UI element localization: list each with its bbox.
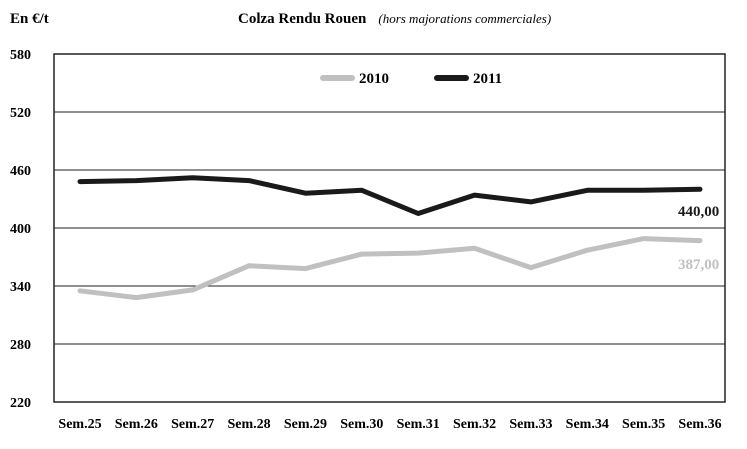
x-tick-label: Sem.33 bbox=[509, 417, 552, 432]
x-tick-label: Sem.30 bbox=[340, 417, 383, 432]
grid-lines bbox=[54, 111, 725, 345]
x-tick-label: Sem.29 bbox=[284, 417, 327, 432]
y-tick-label: 460 bbox=[10, 164, 31, 179]
chart-title: Colza Rendu Rouen bbox=[238, 11, 367, 27]
y-tick-label: 280 bbox=[10, 338, 31, 353]
x-tick-label: Sem.35 bbox=[622, 417, 665, 432]
y-tick-label: 220 bbox=[10, 396, 31, 411]
y-tick-label: 580 bbox=[10, 48, 31, 63]
x-tick-label: Sem.27 bbox=[171, 417, 214, 432]
legend-label-2011: 2011 bbox=[473, 71, 502, 87]
x-tick-label: Sem.31 bbox=[397, 417, 440, 432]
end-label-2010: 387,00 bbox=[678, 257, 719, 273]
legend: 2010 2011 bbox=[320, 71, 502, 87]
y-axis-ticks: 580 520 460 400 340 280 220 bbox=[10, 48, 31, 411]
y-tick-label: 520 bbox=[10, 106, 31, 121]
x-tick-label: Sem.26 bbox=[115, 417, 158, 432]
chart-subtitle: (hors majorations commerciales) bbox=[378, 11, 551, 26]
x-tick-label: Sem.25 bbox=[58, 417, 101, 432]
legend-label-2010: 2010 bbox=[359, 71, 389, 87]
series-line-2010 bbox=[77, 236, 703, 301]
y-unit-label: En €/t bbox=[10, 11, 49, 27]
x-tick-label: Sem.34 bbox=[566, 417, 609, 432]
x-tick-label: Sem.32 bbox=[453, 417, 496, 432]
x-tick-label: Sem.28 bbox=[228, 417, 271, 432]
end-label-2011: 440,00 bbox=[678, 204, 719, 220]
series-lines bbox=[77, 175, 703, 301]
x-axis-ticks: Sem.25 Sem.26 Sem.27 Sem.28 Sem.29 Sem.30 Sem.… bbox=[58, 417, 721, 432]
x-tick-label: Sem.36 bbox=[678, 417, 721, 432]
y-tick-label: 400 bbox=[10, 222, 31, 237]
chart-title-line: Colza Rendu Rouen (hors majorations comm… bbox=[238, 10, 551, 27]
y-tick-label: 340 bbox=[10, 280, 31, 295]
series-line-2011 bbox=[77, 175, 703, 216]
